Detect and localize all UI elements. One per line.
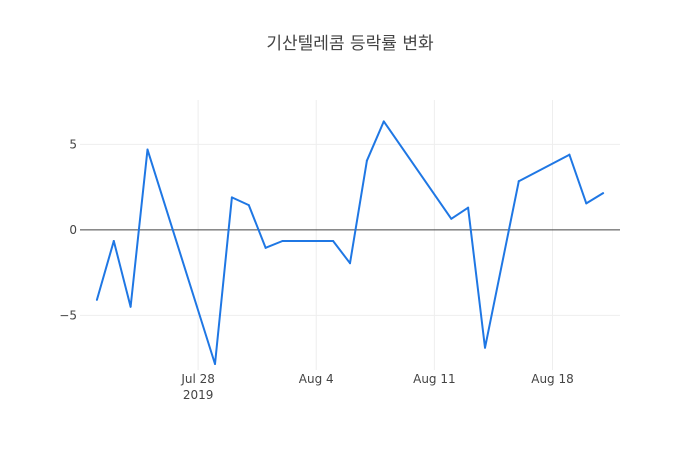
data-point xyxy=(450,217,453,220)
y-tick-label: 5 xyxy=(69,137,77,151)
data-point xyxy=(146,148,149,151)
data-point xyxy=(585,202,588,205)
data-point xyxy=(264,246,267,249)
data-point xyxy=(230,196,233,199)
x-tick-label: Aug 11 xyxy=(413,372,456,386)
data-point xyxy=(332,239,335,242)
data-point xyxy=(484,346,486,349)
x-tick-label: Aug 18 xyxy=(531,372,574,386)
data-point xyxy=(129,305,132,308)
data-point xyxy=(467,206,470,209)
y-tick-label: 0 xyxy=(69,223,77,237)
y-tick-label: −5 xyxy=(59,308,77,322)
axis-layer: Jul 28 2019 Aug 4 Aug 11 Aug 18 5 0 −5 xyxy=(59,137,573,402)
x-tick-label: Jul 28 xyxy=(180,372,215,386)
data-point xyxy=(95,298,98,301)
grid-layer xyxy=(80,100,620,370)
data-point xyxy=(112,239,115,242)
data-point xyxy=(517,180,520,183)
data-point xyxy=(602,192,605,195)
data-point xyxy=(365,159,368,162)
series-layer xyxy=(95,120,605,366)
data-point xyxy=(214,363,216,366)
x-tick-year-label: 2019 xyxy=(183,388,214,402)
series-line xyxy=(95,120,604,365)
chart-title: 기산텔레콤 등락률 변화 xyxy=(266,34,434,54)
data-point xyxy=(568,153,571,156)
data-point xyxy=(349,262,351,265)
data-point xyxy=(281,239,284,242)
data-point xyxy=(382,120,385,123)
x-tick-label: Aug 4 xyxy=(299,372,334,386)
data-point xyxy=(247,204,250,207)
